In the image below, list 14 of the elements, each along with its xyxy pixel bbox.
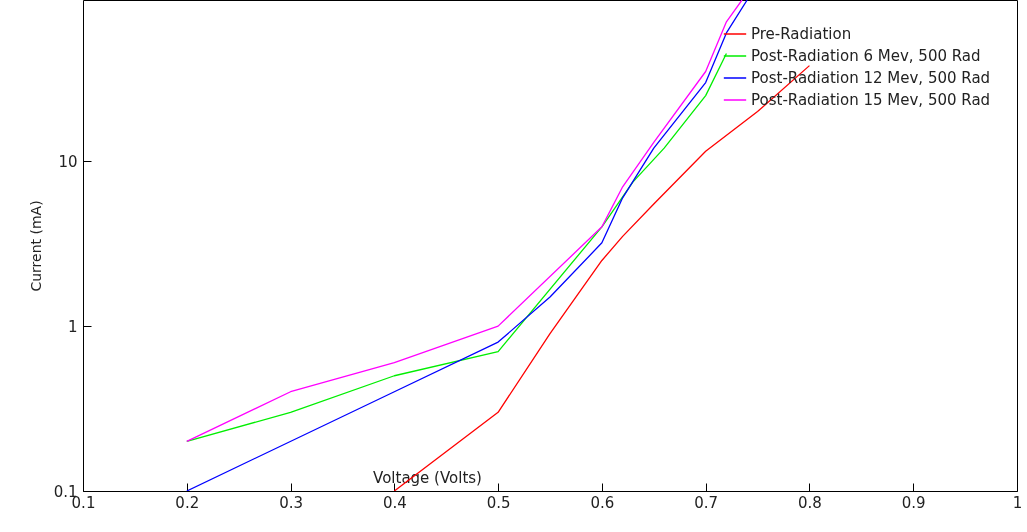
x-tick-label: 0.5 — [486, 493, 511, 512]
x-tick-label: 0.9 — [901, 493, 926, 512]
y-axis-title: Current (mA) — [27, 200, 44, 292]
x-tick-label: 0.2 — [175, 493, 200, 512]
x-tick-label: 0.3 — [279, 493, 303, 512]
x-tick-label: 0.4 — [382, 493, 407, 512]
y-tick-label: 1 — [67, 317, 78, 336]
x-tick-label: 0.8 — [798, 493, 822, 512]
legend-label: Pre-Radiation — [751, 25, 852, 43]
x-tick-label: 0.7 — [694, 493, 719, 512]
legend-label: Post-Radiation 6 Mev, 500 Rad — [751, 47, 981, 65]
x-tick-label: 1 — [1012, 493, 1023, 512]
y-tick-label: 10 — [58, 152, 78, 171]
x-tick-label: 0.6 — [590, 493, 615, 512]
